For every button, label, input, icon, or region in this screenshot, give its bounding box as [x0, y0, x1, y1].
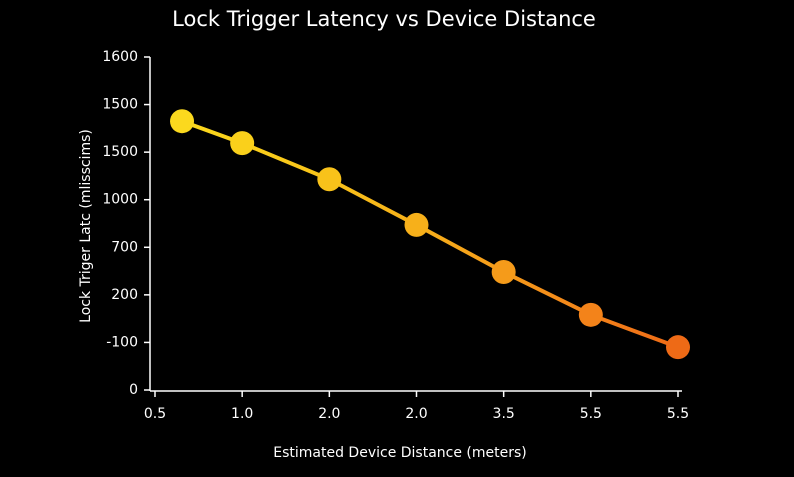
- y-tick-label: 0: [129, 382, 138, 398]
- data-point: [317, 167, 342, 192]
- x-tick-label: 5.5: [667, 406, 689, 422]
- chart-title: Lock Trigger Latency vs Device Distance: [172, 7, 596, 31]
- x-tick-label: 3.5: [493, 406, 515, 422]
- data-point: [578, 302, 603, 327]
- x-tick-label: 2.0: [318, 406, 340, 422]
- y-tick-label: 1500: [102, 144, 138, 160]
- y-axis-label: Lock Triger Latc (mlisscims): [78, 129, 94, 323]
- data-point: [404, 212, 429, 237]
- y-tick-label: 200: [111, 287, 138, 303]
- y-tick-label: -100: [106, 334, 138, 350]
- x-tick-label: 5.5: [580, 406, 602, 422]
- y-tick-label: 1600: [102, 49, 138, 65]
- y-tick-label: 1500: [102, 97, 138, 113]
- x-tick-label: 0.5: [144, 406, 166, 422]
- data-line: [181, 119, 679, 350]
- y-tick-label: 1000: [102, 192, 138, 208]
- data-point: [491, 260, 516, 285]
- x-tick-label: 2.0: [405, 406, 427, 422]
- data-point: [666, 335, 690, 360]
- data-point: [230, 131, 255, 156]
- y-tick-label: 700: [111, 239, 138, 255]
- data-point: [170, 109, 195, 134]
- x-tick-label: 1.0: [231, 406, 253, 422]
- x-axis-label: Estimated Device Distance (meters): [273, 445, 527, 461]
